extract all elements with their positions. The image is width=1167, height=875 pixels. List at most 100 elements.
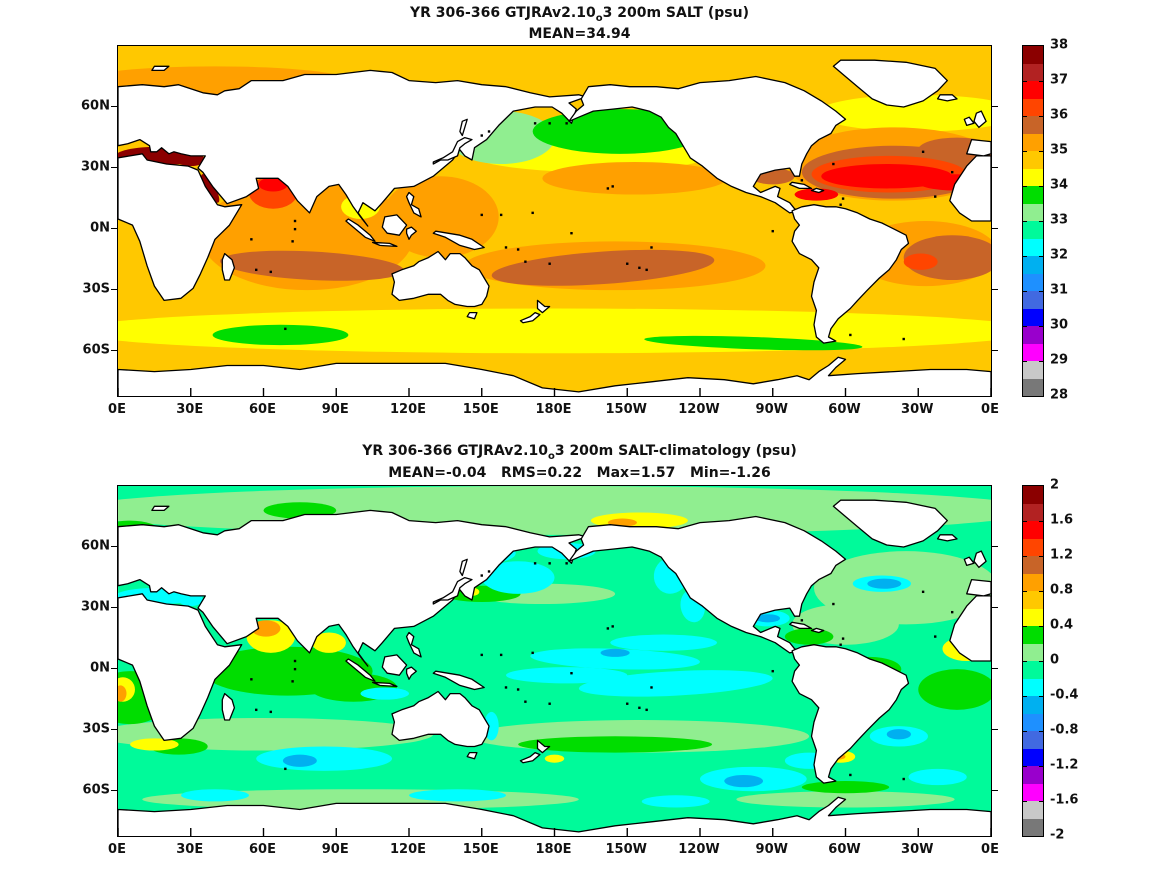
colorbar-tick-label: 37 (1050, 72, 1069, 88)
colorbar-tick (1023, 590, 1027, 592)
y-axis-tick (111, 606, 117, 608)
colorbar-tick (1023, 115, 1027, 117)
y-axis-tick-label: 60S (82, 782, 110, 798)
x-axis-tick-label: 60W (828, 402, 861, 417)
colorbar-tick-label: 31 (1050, 282, 1069, 298)
y-axis-tick (111, 349, 117, 351)
colorbar-segment (1023, 186, 1043, 204)
x-axis-tick-label: 90W (755, 842, 788, 857)
colorbar-tick (1023, 625, 1027, 627)
colorbar-tick-label: 35 (1050, 142, 1069, 158)
colorbar-tick (1039, 520, 1043, 522)
colorbar-segment (1023, 98, 1043, 116)
x-axis-tick-label: 60W (828, 842, 861, 857)
colorbar-tick-label: 36 (1050, 107, 1069, 123)
colorbar-tick (1023, 555, 1027, 557)
colorbar-tick (1023, 360, 1027, 362)
colorbar-tick-label: 34 (1050, 177, 1069, 193)
colorbar-tick (1039, 360, 1043, 362)
colorbar-segment (1023, 713, 1043, 731)
colorbar-tick-label: 32 (1050, 247, 1069, 263)
y-axis-tick (992, 349, 998, 351)
y-axis-tick-label: 30N (81, 599, 110, 615)
colorbar-tick (1023, 520, 1027, 522)
x-axis-tick-label: 180E (535, 402, 572, 417)
colorbar-segment (1023, 643, 1043, 661)
colorbar-tick (1039, 220, 1043, 222)
colorbar-tick (1039, 185, 1043, 187)
x-axis-tick-label: 30W (901, 842, 934, 857)
colorbar-tick (1023, 660, 1027, 662)
colorbar-segment (1023, 378, 1043, 396)
x-axis-tick-label: 30W (901, 402, 934, 417)
y-axis-tick-label: 30S (82, 281, 110, 297)
x-axis-tick-label: 0E (108, 402, 126, 417)
panel2-map-frame (117, 485, 992, 837)
salinity-anomaly-map-panel2 (118, 486, 991, 836)
colorbar-segment (1023, 818, 1043, 836)
colorbar-tick (1039, 765, 1043, 767)
colorbar-tick (1039, 115, 1043, 117)
colorbar-tick (1039, 730, 1043, 732)
colorbar-segment (1023, 308, 1043, 326)
colorbar-segment (1023, 591, 1043, 609)
colorbar-tick-label: 0.4 (1050, 617, 1074, 633)
colorbar-segment (1023, 801, 1043, 819)
colorbar-segment (1023, 326, 1043, 344)
colorbar-segment (1023, 256, 1043, 274)
colorbar-tick (1023, 325, 1027, 327)
colorbar-segment (1023, 63, 1043, 81)
colorbar-tick (1039, 325, 1043, 327)
colorbar-tick (1023, 730, 1027, 732)
colorbar-segment (1023, 521, 1043, 539)
x-axis-tick-label: 90W (755, 402, 788, 417)
panel1-map-frame (117, 45, 992, 397)
x-axis-tick-label: 180E (535, 842, 572, 857)
colorbar-tick (1023, 290, 1027, 292)
y-axis-tick (992, 105, 998, 107)
colorbar-tick (1039, 800, 1043, 802)
y-axis-tick (111, 288, 117, 290)
colorbar-tick (1039, 80, 1043, 82)
colorbar-tick-label: 38 (1050, 37, 1069, 53)
colorbar (1022, 485, 1044, 837)
y-axis-tick (992, 545, 998, 547)
colorbar-tick-label: 1.2 (1050, 547, 1074, 563)
panel2-title-subscript: o (547, 451, 555, 462)
colorbar-segment (1023, 766, 1043, 784)
x-axis-tick-label: 120W (678, 402, 720, 417)
colorbar-tick-label: -1.2 (1050, 757, 1079, 773)
colorbar-segment (1023, 46, 1043, 64)
colorbar-segment (1023, 731, 1043, 749)
colorbar-segment (1023, 748, 1043, 766)
y-axis-tick (111, 789, 117, 791)
colorbar-tick (1023, 220, 1027, 222)
y-axis-tick (111, 105, 117, 107)
panel2-title-prefix: YR 306-366 GTJRAv2.10 (362, 443, 548, 459)
x-axis-tick-label: 90E (321, 842, 349, 857)
colorbar-tick-label: -2 (1050, 827, 1065, 843)
x-axis-tick-label: 0E (108, 842, 126, 857)
x-axis-tick-label: 150E (462, 402, 499, 417)
colorbar-segment (1023, 556, 1043, 574)
colorbar-segment (1023, 608, 1043, 626)
colorbar-tick (1023, 695, 1027, 697)
x-axis-tick-label: 120E (389, 402, 427, 417)
colorbar (1022, 45, 1044, 397)
x-axis-tick-label: 60E (249, 842, 276, 857)
salinity-map-panel1 (118, 46, 991, 396)
colorbar-segment (1023, 238, 1043, 256)
x-axis-tick-label: 150E (462, 842, 499, 857)
colorbar-tick (1039, 625, 1043, 627)
colorbar-tick-label: 30 (1050, 317, 1069, 333)
y-axis-tick (111, 667, 117, 669)
colorbar-segment (1023, 661, 1043, 679)
colorbar-segment (1023, 291, 1043, 309)
panel1-title-subscript: o (595, 13, 603, 24)
colorbar-segment (1023, 273, 1043, 291)
y-axis-tick-label: 30N (81, 159, 110, 175)
x-axis-tick-label: 30E (176, 842, 204, 857)
x-axis-tick-label: 90E (321, 402, 349, 417)
panel2-title: YR 306-366 GTJRAv2.10o3 200m SALT-climat… (117, 443, 1042, 462)
